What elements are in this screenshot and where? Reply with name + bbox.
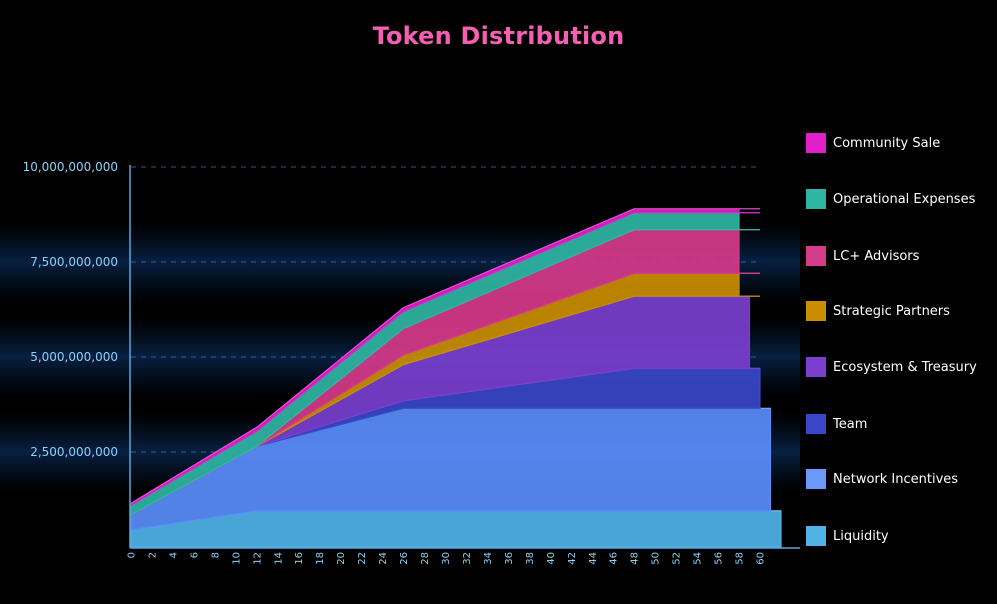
- legend-item-liquidity: Liquidity: [806, 525, 889, 547]
- area-community-sale: [130, 208, 760, 507]
- y-tick-label: 7,500,000,000: [30, 255, 118, 269]
- x-tick-label: 30: [441, 552, 452, 565]
- x-tick-label: 26: [399, 552, 410, 565]
- x-tick-label: 60: [756, 552, 767, 565]
- x-tick-label: 8: [210, 552, 221, 558]
- legend-swatch: [806, 301, 826, 321]
- x-tick-label: 12: [252, 552, 263, 565]
- x-tick-label: 40: [546, 552, 557, 565]
- y-tick-label: 10,000,000,000: [23, 160, 118, 174]
- x-tick-label: 56: [714, 552, 725, 565]
- area-edge: [130, 208, 760, 504]
- x-tick-label: 18: [315, 552, 326, 565]
- x-tick-label: 52: [672, 552, 683, 565]
- x-tick-label: 46: [609, 552, 620, 565]
- x-tick-label: 32: [462, 552, 473, 565]
- legend-label: Ecosystem & Treasury: [833, 359, 977, 375]
- legend-swatch: [806, 357, 826, 377]
- x-tick-label: 22: [357, 552, 368, 565]
- legend-label: Liquidity: [833, 528, 889, 544]
- legend-item-team: Team: [806, 413, 867, 435]
- legend-item-network-incentives: Network Incentives: [806, 468, 958, 490]
- x-tick-label: 16: [294, 552, 305, 565]
- x-tick-label: 34: [483, 552, 494, 565]
- x-tick-label: 0: [127, 552, 138, 558]
- x-tick-label: 44: [588, 552, 599, 565]
- x-tick-label: 36: [504, 552, 515, 565]
- x-tick-label: 6: [189, 552, 200, 558]
- y-tick-label: 2,500,000,000: [30, 445, 118, 459]
- x-tick-label: 28: [420, 552, 431, 565]
- x-tick-label: 54: [693, 552, 704, 565]
- legend-swatch: [806, 133, 826, 153]
- legend-item-lc-advisors: LC+ Advisors: [806, 245, 919, 267]
- x-tick-label: 58: [735, 552, 746, 565]
- x-tick-label: 2: [147, 552, 158, 558]
- legend-label: Strategic Partners: [833, 303, 950, 319]
- chart-title: Token Distribution: [372, 22, 625, 50]
- x-tick-label: 48: [630, 552, 641, 565]
- legend-label: Team: [833, 416, 868, 432]
- x-tick-label: 24: [378, 552, 389, 565]
- legend-swatch: [806, 469, 826, 489]
- legend-swatch: [806, 246, 826, 266]
- legend-item-operational-expenses: Operational Expenses: [806, 188, 975, 210]
- legend-label: Network Incentives: [833, 471, 959, 487]
- x-tick-label: 38: [525, 552, 536, 565]
- legend-item-ecosystem-treasury: Ecosystem & Treasury: [806, 356, 977, 378]
- x-tick-label: 10: [231, 552, 242, 565]
- legend-label: LC+ Advisors: [833, 248, 920, 264]
- x-tick-label: 4: [168, 552, 179, 558]
- legend-label: Community Sale: [833, 135, 941, 151]
- x-tick-label: 14: [273, 552, 284, 565]
- legend-swatch: [806, 189, 826, 209]
- legend-item-strategic-partners: Strategic Partners: [806, 300, 950, 322]
- legend-swatch: [806, 526, 826, 546]
- area-liquidity: [130, 510, 782, 548]
- x-tick-label: 42: [567, 552, 578, 565]
- x-tick-label: 20: [336, 552, 347, 565]
- legend-item-community-sale: Community Sale: [806, 132, 940, 154]
- legend-swatch: [806, 414, 826, 434]
- legend-label: Operational Expenses: [833, 191, 976, 207]
- y-tick-label: 5,000,000,000: [30, 350, 118, 364]
- x-tick-label: 50: [651, 552, 662, 565]
